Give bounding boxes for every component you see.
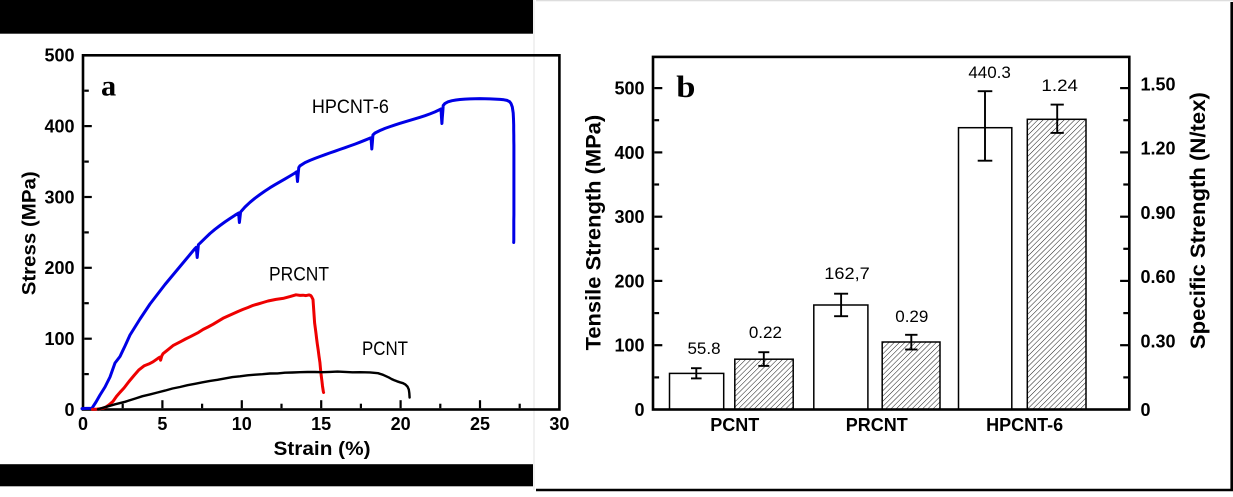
svg-text:0: 0 xyxy=(78,414,88,434)
svg-text:400: 400 xyxy=(44,117,74,137)
svg-text:HPCNT-6: HPCNT-6 xyxy=(312,97,389,118)
svg-text:1.50: 1.50 xyxy=(1141,74,1176,94)
svg-text:500: 500 xyxy=(44,46,74,66)
svg-text:162,7: 162,7 xyxy=(824,264,870,283)
svg-text:a: a xyxy=(101,70,116,103)
svg-text:PCNT: PCNT xyxy=(710,415,759,435)
svg-text:100: 100 xyxy=(614,336,644,356)
svg-text:1.24: 1.24 xyxy=(1041,76,1078,95)
svg-text:1.20: 1.20 xyxy=(1141,139,1176,159)
svg-text:0: 0 xyxy=(64,400,74,420)
svg-text:55.8: 55.8 xyxy=(687,339,720,358)
svg-text:30: 30 xyxy=(549,414,569,434)
svg-text:PRCNT: PRCNT xyxy=(269,264,329,285)
svg-text:25: 25 xyxy=(470,414,490,434)
svg-text:Stress (MPa): Stress (MPa) xyxy=(19,171,40,295)
svg-text:HPCNT-6: HPCNT-6 xyxy=(986,415,1063,435)
svg-text:300: 300 xyxy=(44,187,74,207)
svg-text:Tensile Strength (MPa): Tensile Strength (MPa) xyxy=(583,115,606,351)
svg-text:400: 400 xyxy=(614,143,644,163)
svg-text:0: 0 xyxy=(1141,400,1151,420)
svg-text:0.90: 0.90 xyxy=(1141,203,1176,223)
svg-text:Specific Strength (N/tex): Specific Strength (N/tex) xyxy=(1187,92,1210,349)
svg-text:200: 200 xyxy=(44,258,74,278)
svg-text:20: 20 xyxy=(391,414,411,434)
svg-text:b: b xyxy=(676,69,695,104)
svg-text:440.3: 440.3 xyxy=(968,63,1011,82)
svg-text:PCNT: PCNT xyxy=(362,339,408,360)
svg-text:5: 5 xyxy=(157,414,167,434)
svg-text:100: 100 xyxy=(44,329,74,349)
svg-text:Strain (%): Strain (%) xyxy=(274,439,371,460)
svg-text:15: 15 xyxy=(311,414,331,434)
svg-text:0.60: 0.60 xyxy=(1141,267,1176,287)
svg-text:0.29: 0.29 xyxy=(895,307,928,326)
svg-text:0.22: 0.22 xyxy=(749,323,782,342)
svg-text:PRCNT: PRCNT xyxy=(846,415,908,435)
svg-text:0: 0 xyxy=(634,400,644,420)
svg-text:200: 200 xyxy=(614,271,644,291)
svg-text:300: 300 xyxy=(614,207,644,227)
svg-text:500: 500 xyxy=(614,79,644,99)
svg-text:10: 10 xyxy=(232,414,252,434)
svg-text:0.30: 0.30 xyxy=(1141,332,1176,352)
